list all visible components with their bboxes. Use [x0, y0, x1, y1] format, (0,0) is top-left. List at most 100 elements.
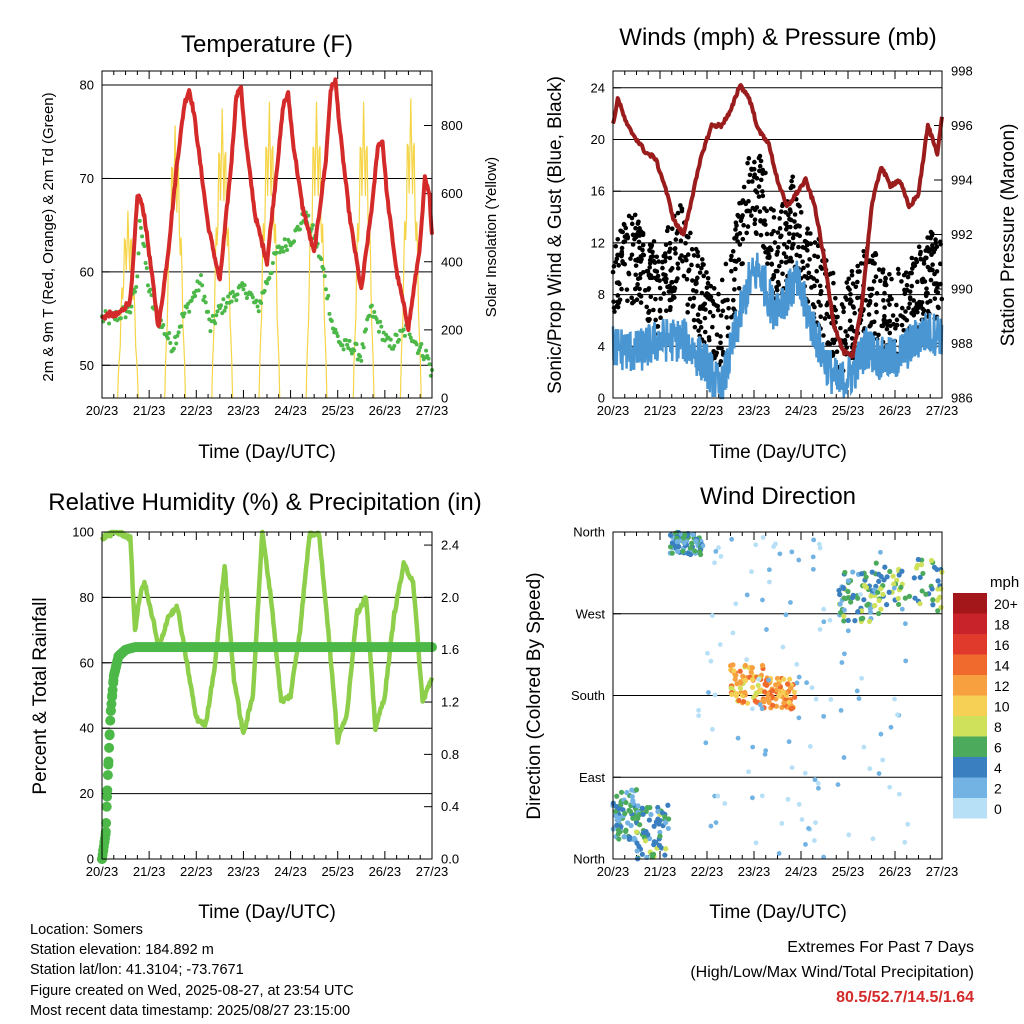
gust-point: [737, 200, 742, 206]
dewpoint-point: [414, 342, 419, 347]
direction-point: [639, 851, 645, 857]
gust-point: [757, 209, 763, 214]
gust-point: [657, 278, 662, 283]
direction-point: [729, 536, 735, 542]
dewpoint-point: [354, 342, 359, 347]
direction-point: [796, 557, 802, 563]
gust-point: [881, 317, 887, 323]
gust-point: [849, 336, 855, 341]
y-tick-label: 80: [80, 78, 94, 93]
gust-point: [658, 315, 663, 321]
y2-tick-label: 1.6: [441, 642, 459, 657]
gust-point: [623, 225, 629, 231]
gust-point: [894, 302, 899, 308]
gust-point: [891, 321, 896, 327]
gust-point: [710, 298, 715, 304]
direction-point: [749, 684, 756, 690]
y-tick-label: 100: [72, 525, 94, 540]
direction-point: [653, 819, 659, 825]
y2-tick-label: 2.4: [441, 538, 459, 553]
direction-point: [917, 574, 923, 581]
direction-point: [788, 685, 794, 691]
dewpoint-point: [215, 309, 220, 314]
dewpoint-point: [417, 348, 422, 353]
dewpoint-point: [309, 226, 314, 231]
direction-point: [755, 682, 761, 688]
direction-point: [902, 621, 908, 627]
gust-point: [887, 330, 893, 336]
direction-point: [880, 757, 886, 763]
y-tick-label: North: [573, 525, 605, 540]
gust-point: [812, 253, 817, 259]
direction-point: [749, 706, 755, 712]
direction-point: [852, 618, 858, 624]
dewpoint-point: [341, 347, 346, 352]
direction-point: [623, 827, 629, 833]
gust-point: [780, 271, 785, 277]
direction-point: [846, 832, 852, 838]
gust-point: [882, 313, 887, 319]
direction-point: [749, 665, 756, 671]
direction-point: [733, 672, 739, 678]
direction-point: [803, 842, 808, 847]
direction-point: [912, 595, 918, 601]
station-elevation: Station elevation: 184.892 m: [30, 942, 214, 959]
gust-point: [867, 298, 873, 304]
dewpoint-point: [418, 345, 423, 350]
gust-point: [756, 194, 762, 199]
direction-point: [866, 618, 873, 624]
direction-point: [687, 545, 693, 551]
gust-point: [706, 337, 712, 343]
gust-point: [697, 270, 703, 275]
direction-point: [878, 549, 883, 555]
gust-point: [732, 277, 737, 282]
gust-point: [874, 309, 879, 315]
gust-point: [838, 325, 843, 331]
direction-point: [655, 808, 661, 815]
gust-point: [678, 203, 683, 208]
dewpoint-point: [319, 257, 324, 262]
direction-point: [815, 785, 821, 791]
direction-point: [821, 713, 827, 719]
temperature-panel: Temperature (F) 20/23 21/23 22/23 23/23 24/2…: [40, 31, 500, 463]
temperature-y2label: Solar Insolation (Yellow): [483, 157, 500, 317]
direction-point: [674, 539, 680, 545]
pressure-series: [611, 83, 944, 359]
gust-point: [729, 268, 734, 274]
dewpoint-point: [148, 287, 153, 292]
gust-point: [872, 331, 878, 336]
gust-point: [808, 241, 814, 247]
direction-point: [623, 799, 629, 806]
dewpoint-point: [379, 324, 384, 329]
gust-point: [695, 312, 701, 317]
winds-y2label: Station Pressure (Maroon): [998, 124, 1019, 347]
gust-point: [719, 277, 725, 283]
gust-point: [730, 249, 736, 254]
dewpoint-point: [189, 298, 194, 303]
gust-point: [769, 261, 775, 267]
dewpoint-point: [310, 223, 315, 228]
gust-point: [703, 307, 708, 312]
winds-frame: [612, 70, 943, 399]
x-tick-label: 25/23: [832, 403, 865, 418]
gust-point: [885, 319, 890, 324]
direction-point: [729, 691, 735, 697]
gust-point: [657, 285, 663, 291]
gust-point: [705, 275, 711, 281]
dewpoint-point: [334, 331, 339, 336]
gust-point: [669, 226, 675, 232]
direction-point: [855, 595, 861, 601]
direction-point: [730, 630, 736, 636]
direction-point: [651, 823, 657, 829]
gust-point: [770, 276, 775, 282]
gust-point: [740, 198, 746, 204]
legend-swatch: [953, 654, 987, 675]
dewpoint-point: [387, 344, 392, 349]
dewpoint-point: [256, 309, 261, 314]
direction-point: [934, 566, 940, 573]
direction-point: [770, 702, 776, 708]
direction-point: [817, 627, 823, 632]
direction-point: [861, 744, 867, 750]
x-tick-label: 22/23: [691, 864, 724, 879]
dewpoint-point: [241, 287, 246, 292]
